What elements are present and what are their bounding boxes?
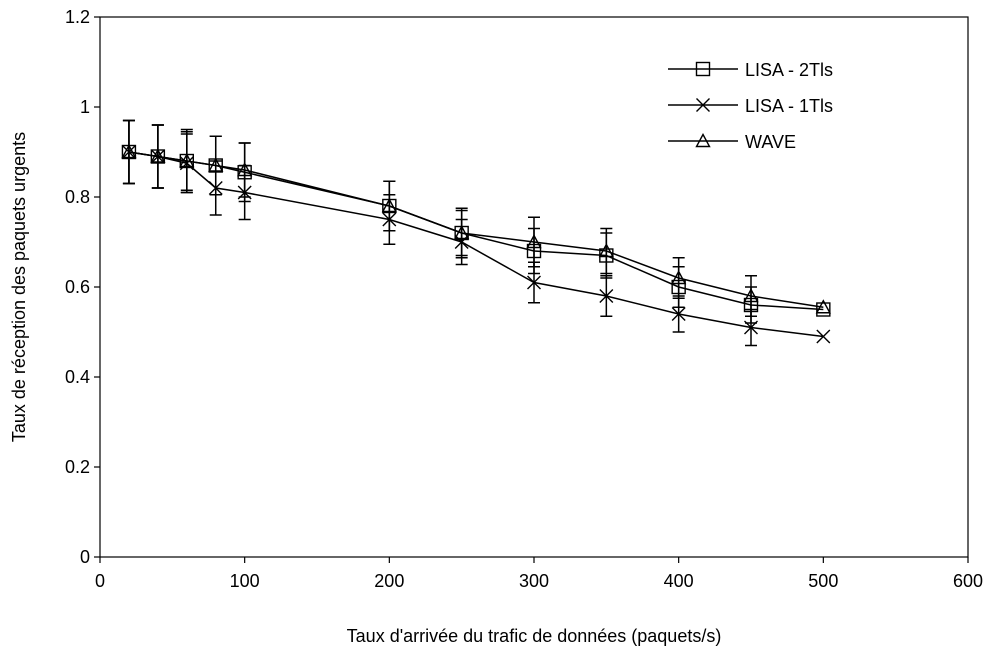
x-tick-label: 400 (664, 571, 694, 591)
data-point (671, 307, 686, 321)
error-bar (180, 128, 193, 194)
data-point (670, 270, 687, 285)
y-tick-label: 1 (80, 97, 90, 117)
data-point (599, 289, 614, 303)
legend-label: LISA - 2Tls (745, 60, 833, 80)
error-bar (383, 180, 396, 232)
series-lisa-2tls (121, 119, 831, 324)
x-tick-label: 600 (953, 571, 983, 591)
legend-marker (695, 61, 711, 77)
error-bar (528, 216, 540, 268)
data-point (208, 157, 224, 172)
series-line (128, 151, 824, 311)
x-tick-label: 100 (230, 571, 260, 591)
error-bar (745, 275, 757, 317)
series-line (128, 151, 824, 338)
data-point (744, 320, 758, 335)
legend-item-lisa-2tls: LISA - 2Tls (668, 60, 833, 80)
data-point (121, 144, 137, 159)
x-axis-title: Taux d'arrivée du trafic de données (paq… (347, 626, 722, 646)
y-tick-label: 0.6 (65, 277, 90, 297)
legend-label: WAVE (745, 132, 796, 152)
data-point (816, 329, 831, 344)
data-point (150, 148, 166, 163)
legend: LISA - 2Tls LISA - 1Tls WAVE (668, 60, 833, 152)
legend-label: LISA - 1Tls (745, 96, 833, 116)
error-bar (151, 124, 164, 189)
series-line (128, 151, 824, 308)
error-bar (238, 142, 251, 198)
y-tick-label: 1.2 (65, 7, 90, 27)
x-tick-label: 0 (95, 571, 105, 591)
data-point (527, 275, 541, 290)
data-point (179, 153, 195, 168)
y-tick-label: 0.2 (65, 457, 90, 477)
data-point (453, 225, 470, 240)
data-point (598, 243, 615, 258)
legend-marker (695, 133, 711, 148)
data-point (526, 234, 542, 249)
data-point (816, 302, 831, 317)
y-axis-title: Taux de réception des paquets urgents (9, 132, 29, 442)
x-tick-label: 200 (374, 571, 404, 591)
error-bar (672, 257, 685, 299)
series-layer (121, 119, 832, 347)
y-tick-label: 0 (80, 547, 90, 567)
y-tick-label: 0.8 (65, 187, 90, 207)
error-bar (600, 227, 613, 275)
y-axis: 0 0.2 0.4 0.6 0.8 1 1.2 (65, 7, 100, 567)
legend-item-lisa-1tls: LISA - 1Tls (668, 96, 833, 116)
data-point (743, 288, 759, 303)
error-bar (209, 135, 222, 196)
x-axis: 0 100 200 300 400 500 600 (95, 557, 983, 591)
data-point (815, 299, 832, 314)
y-tick-label: 0.4 (65, 367, 90, 387)
data-point (236, 162, 253, 177)
x-tick-label: 300 (519, 571, 549, 591)
x-tick-label: 500 (808, 571, 838, 591)
series-lisa-1tls (121, 119, 831, 347)
error-bar (455, 207, 468, 259)
error-bar (122, 119, 135, 185)
legend-marker (696, 98, 710, 112)
legend-item-wave: WAVE (668, 132, 796, 152)
series-wave (121, 119, 832, 317)
data-point (381, 198, 398, 213)
